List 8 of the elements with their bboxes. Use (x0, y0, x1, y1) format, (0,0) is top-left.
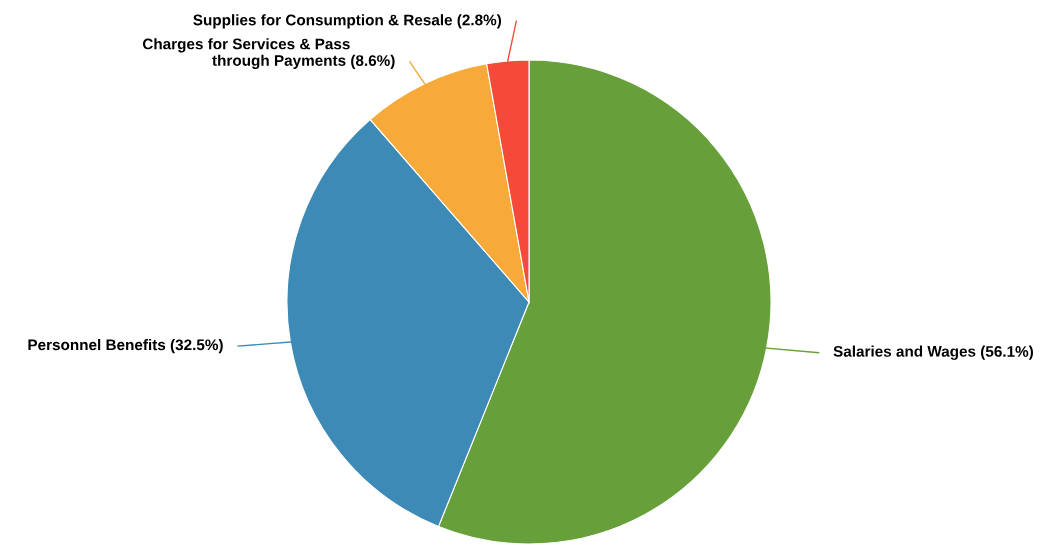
slice-label: Personnel Benefits (28, 339, 166, 351)
data-label: (32.5%) (170, 339, 223, 354)
data-label: (56.1%) (981, 345, 1033, 360)
slice-label: Supplies for Consumption & Resale (193, 14, 453, 29)
data-label: (8.6%) (351, 54, 395, 69)
data-label: (2.8%) (457, 14, 502, 29)
slice-label: Salaries and Wages (833, 345, 976, 360)
slice-label: Charges for Services & Pass through Payments (142, 38, 350, 69)
